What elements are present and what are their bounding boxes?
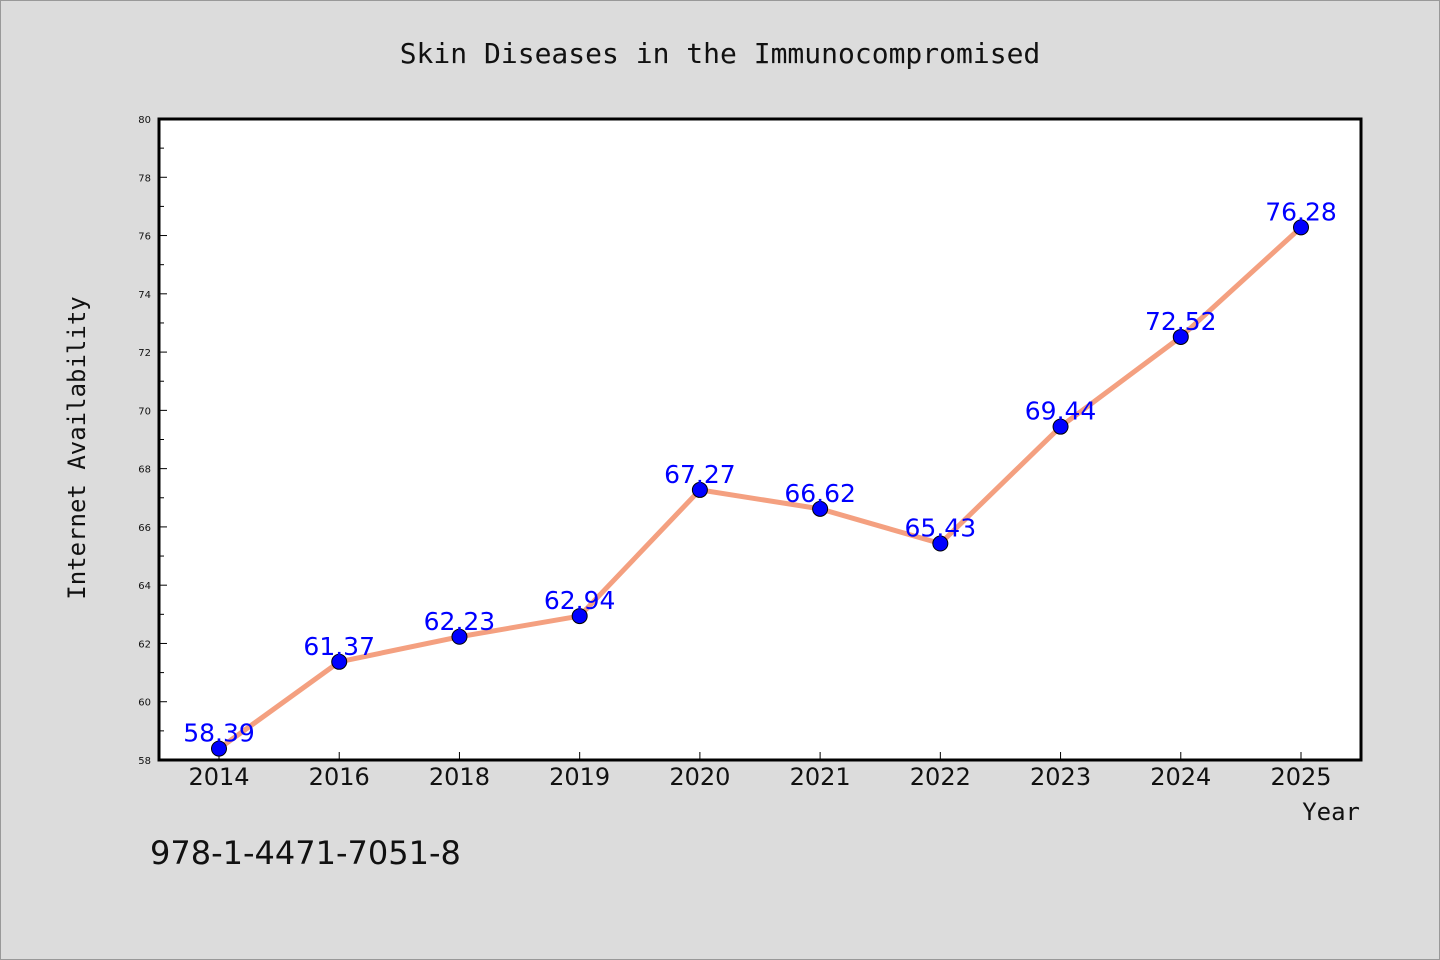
data-point	[691, 481, 708, 498]
y-tick-label: 78	[138, 173, 151, 184]
x-tick-label: 2021	[790, 763, 851, 791]
annotation-text: 978-1-4471-7051-8	[150, 834, 461, 872]
y-tick-label: 62	[138, 639, 151, 650]
data-label: 67.27	[664, 460, 736, 489]
y-tick-label: 76	[138, 232, 151, 243]
data-labels: 58.39 61.37 62.23 62.94 67.27 66.62 65.43 69.44…	[183, 197, 1337, 747]
y-tick-label: 70	[138, 406, 151, 417]
data-point	[571, 608, 588, 625]
plot-area	[159, 119, 1361, 760]
y-tick-label: 68	[138, 465, 151, 476]
y-tick-label: 58	[138, 756, 151, 767]
data-point	[812, 500, 829, 517]
x-tick-label: 2019	[549, 763, 610, 791]
data-point	[1293, 219, 1309, 236]
data-label: 65.43	[905, 514, 977, 543]
series-line-layer	[217, 225, 1303, 751]
data-label: 69.44	[1025, 397, 1097, 426]
data-label: 62.23	[424, 607, 496, 636]
axis-ticks: 58 60 62 64 66 68 70 72 74 76 78 80 2014 2016 2018 2019…	[138, 115, 1331, 791]
data-point	[1052, 418, 1069, 435]
data-label: 58.39	[183, 719, 255, 748]
data-label: 72.52	[1145, 307, 1217, 336]
y-tick-label: 64	[138, 581, 151, 592]
x-tick-label: 2016	[309, 763, 370, 791]
y-tick-label: 80	[138, 115, 151, 126]
data-point	[331, 653, 348, 670]
data-point	[451, 628, 468, 645]
data-label: 76.28	[1265, 197, 1337, 226]
x-tick-label: 2023	[1030, 763, 1091, 791]
y-tick-label: 60	[138, 698, 151, 709]
x-tick-label: 2014	[188, 763, 249, 791]
data-points	[211, 219, 1309, 757]
plot-frame	[157, 117, 1363, 762]
data-point	[211, 740, 227, 757]
x-tick-label: 2020	[669, 763, 730, 791]
data-label: 62.94	[544, 586, 616, 615]
x-tick-label: 2025	[1270, 763, 1331, 791]
x-tick-label: 2022	[910, 763, 971, 791]
y-axis-label: Internet Availability	[63, 296, 91, 599]
data-label: 66.62	[784, 479, 856, 508]
y-tick-label: 72	[138, 348, 151, 359]
x-tick-label: 2018	[429, 763, 490, 791]
chart-title: Skin Diseases in the Immunocompromised	[400, 37, 1041, 70]
data-point	[1172, 328, 1189, 345]
x-tick-label: 2024	[1150, 763, 1211, 791]
x-axis-label: Year	[1302, 798, 1360, 826]
data-label: 61.37	[303, 632, 375, 661]
y-tick-label: 74	[138, 290, 151, 301]
data-point	[932, 535, 949, 552]
series-line	[217, 225, 1303, 751]
y-tick-label: 66	[138, 523, 151, 534]
